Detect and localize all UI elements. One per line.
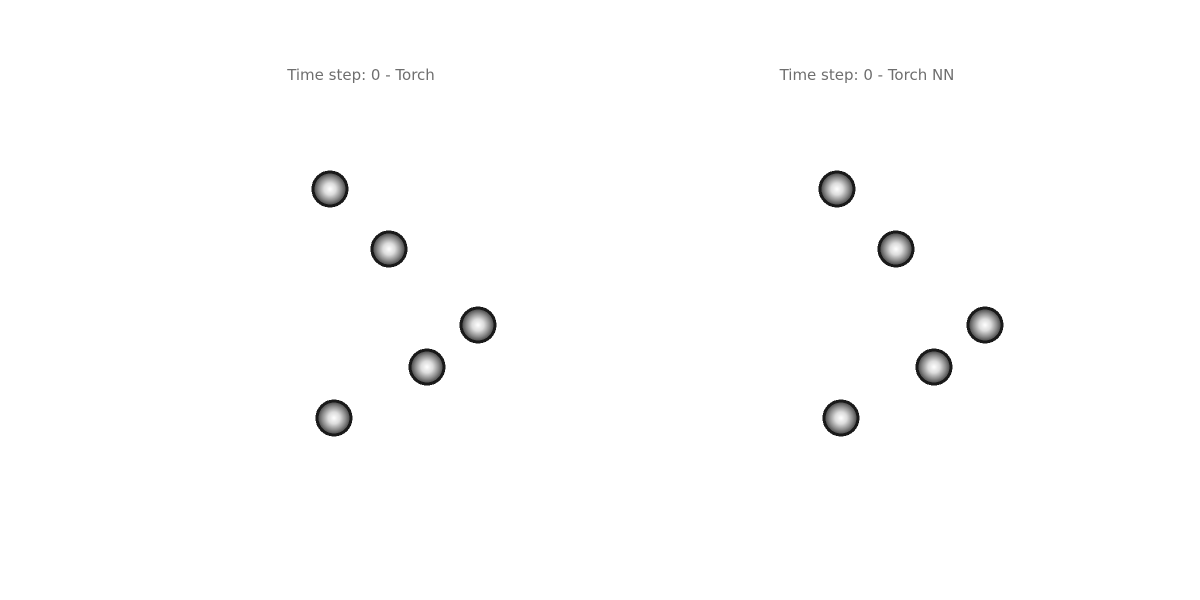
- panel-torch-nn: Time step: 0 - Torch NN: [600, 0, 1200, 600]
- balls-canvas-torch: [311, 170, 497, 437]
- ball: [877, 230, 915, 268]
- ball-group-torch: [311, 170, 497, 437]
- ball: [822, 399, 860, 437]
- panel-title-torch: Time step: 0 - Torch: [287, 66, 435, 84]
- ball: [818, 170, 856, 208]
- ball: [370, 230, 408, 268]
- ball: [315, 399, 353, 437]
- ball: [459, 306, 497, 344]
- balls-canvas-torch-nn: [818, 170, 1004, 437]
- ball: [311, 170, 349, 208]
- panel-title-torch-nn: Time step: 0 - Torch NN: [779, 66, 955, 84]
- ball: [408, 348, 446, 386]
- ball-group-torch-nn: [818, 170, 1004, 437]
- panel-torch: Time step: 0 - Torch: [287, 66, 497, 437]
- ball: [915, 348, 953, 386]
- ball: [966, 306, 1004, 344]
